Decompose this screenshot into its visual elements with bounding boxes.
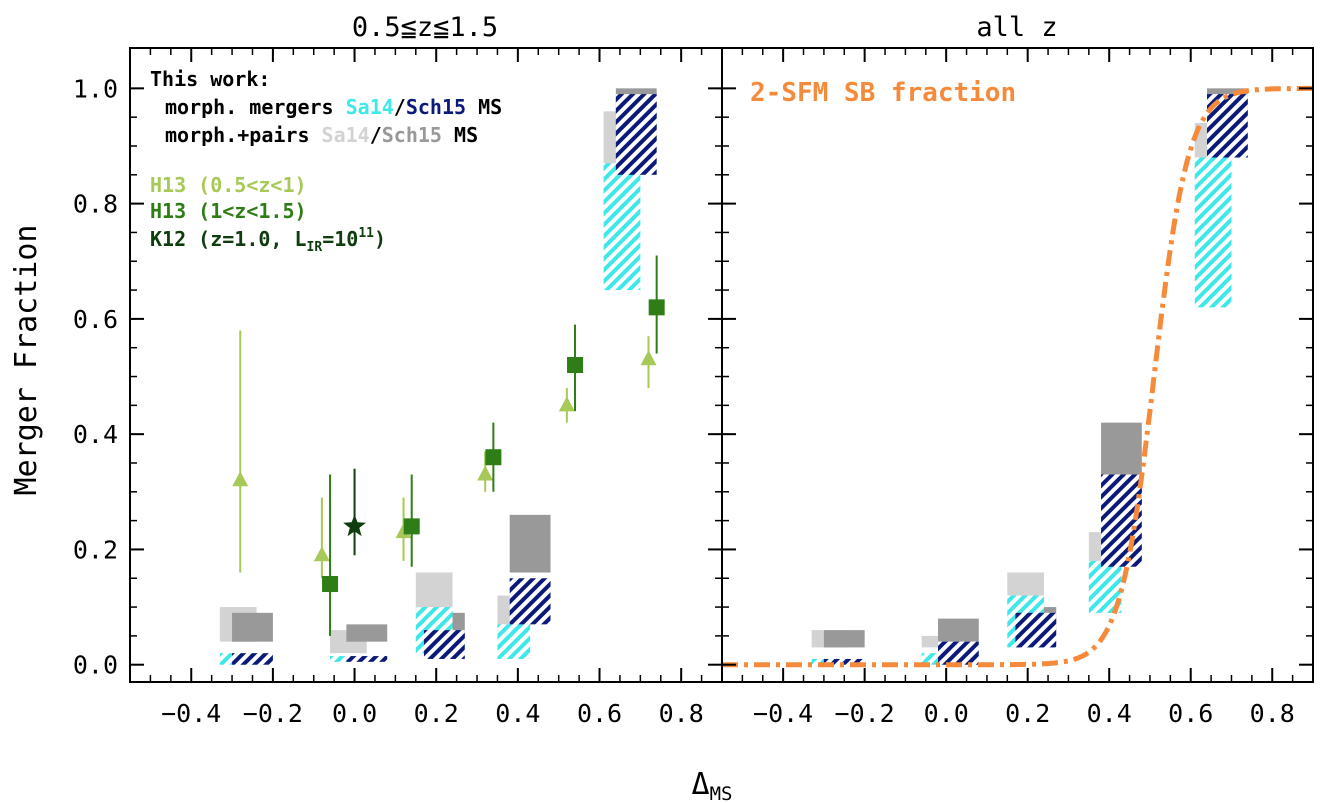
- sch15-pairs-bar: [823, 630, 865, 648]
- y-tick-label: 1.0: [73, 74, 118, 103]
- legend-k12: K12 (z=1.0, LIR=1011): [150, 226, 386, 255]
- legend-morph-prefix: morph. mergers: [165, 95, 346, 119]
- legend-morph-sa14: Sa14: [346, 95, 394, 119]
- legend-pairs-sa14: Sa14: [322, 123, 370, 147]
- h13-high-point: [567, 357, 584, 373]
- plot-frame: [721, 47, 1314, 683]
- legend-pairs-slash: /: [370, 123, 382, 147]
- left-panel-title: 0.5≦z≦1.5: [352, 12, 498, 43]
- k12-point: [343, 514, 366, 537]
- x-tick-label: −0.4: [161, 699, 221, 728]
- legend-pairs-prefix: morph.+pairs: [165, 123, 322, 147]
- sa14-pairs-bar: [415, 572, 453, 613]
- legend-left: This work: morph. mergers Sa14/Sch15 MS …: [150, 67, 502, 255]
- x-axis-label-sub: MS: [710, 783, 733, 803]
- legend-title: This work:: [150, 67, 270, 91]
- legend-sfm-curve: 2-SFM SB fraction: [750, 78, 1016, 108]
- h13-high-point: [403, 518, 420, 535]
- h13-low-point: [558, 396, 575, 412]
- legend-h13-high: H13 (1<z<1.5): [150, 199, 307, 223]
- x-tick-label: −0.2: [835, 699, 895, 728]
- right-panel-title: all z: [976, 12, 1057, 43]
- right-panel: −0.4 −0.2 0.0 0.2 0.4 0.6 0.8: [721, 47, 1314, 728]
- sch15-morph-bar: [423, 630, 465, 659]
- x-tick-label: −0.2: [243, 699, 303, 728]
- sch15-morph-bar: [615, 94, 657, 175]
- legend-pairs-sch15: Sch15: [382, 123, 442, 147]
- sa14-morph-bar: [1194, 157, 1232, 308]
- sa14-morph-bar: [603, 163, 641, 291]
- legend-morph-slash: /: [394, 95, 406, 119]
- sch15-pairs-bar: [938, 618, 979, 642]
- legend-morph-suffix: MS: [466, 95, 502, 119]
- h13-low-point: [313, 546, 330, 562]
- left-panel: −0.4 −0.2 0.0 0.2 0.4 0.6 0.8 0.0 0.2 0.4 0.6 0.8 1.…: [73, 47, 723, 728]
- h13-high-point: [485, 449, 502, 466]
- x-tick-label: 0.4: [1087, 699, 1132, 728]
- sch15-morph-bar: [509, 578, 551, 625]
- x-tick-label: 0.0: [924, 699, 969, 728]
- legend-k12-sub: IR: [307, 240, 323, 255]
- legend-pairs-suffix: MS: [442, 123, 478, 147]
- legend-k12-mid: =10: [322, 227, 358, 251]
- sch15-morph-bar: [346, 656, 388, 662]
- sa14-morph-bar: [497, 624, 531, 659]
- legend-morph-sch15: Sch15: [406, 95, 466, 119]
- sch15-pairs-bar: [509, 514, 551, 573]
- x-tick-label: 0.2: [1005, 699, 1050, 728]
- sch15-morph-bar: [1101, 474, 1142, 567]
- sch15-pairs-bar: [346, 624, 388, 642]
- legend-h13-low: H13 (0.5<z<1): [150, 173, 307, 197]
- x-axis-label-main: Δ: [692, 767, 710, 802]
- x-tick-label: 0.2: [414, 699, 459, 728]
- sfm-sb-fraction-curve: [722, 85, 1313, 668]
- h13-low-point: [640, 350, 657, 366]
- sch15-morph-bar: [232, 653, 273, 665]
- h13-low-point: [477, 465, 494, 481]
- y-tick-label: 0.6: [73, 305, 118, 334]
- x-axis-label: ΔMS: [692, 767, 733, 803]
- h13-low-point: [395, 523, 412, 539]
- y-tick-label: 0.4: [73, 420, 118, 449]
- legend-k12-text: K12 (z=1.0, L: [150, 227, 307, 251]
- x-tick-label: 0.4: [495, 699, 540, 728]
- sch15-pairs-bar: [232, 612, 273, 642]
- sch15-morph-bar: [1015, 612, 1057, 648]
- x-tick-label: 0.0: [332, 699, 377, 728]
- y-tick-label: 0.0: [73, 651, 118, 680]
- h13-high-point: [322, 576, 339, 593]
- x-tick-label: 0.8: [659, 699, 704, 728]
- h13-high-point: [648, 299, 665, 316]
- legend-morph-mergers: morph. mergers Sa14/Sch15 MS: [165, 95, 502, 119]
- x-tick-label: −0.4: [753, 699, 813, 728]
- y-tick-label: 0.8: [73, 190, 118, 219]
- sch15-morph-bar: [938, 641, 979, 665]
- sch15-morph-bar: [823, 658, 865, 665]
- h13-low-point: [232, 471, 249, 487]
- y-axis-label: Merger Fraction: [9, 225, 44, 496]
- legend-k12-end: ): [374, 227, 386, 251]
- y-tick-label: 0.2: [73, 535, 118, 564]
- x-tick-label: 0.6: [577, 699, 622, 728]
- legend-k12-sup: 11: [358, 226, 374, 241]
- x-tick-label: 0.8: [1250, 699, 1295, 728]
- legend-morph-pairs: morph.+pairs Sa14/Sch15 MS: [165, 123, 478, 147]
- x-tick-label: 0.6: [1168, 699, 1213, 728]
